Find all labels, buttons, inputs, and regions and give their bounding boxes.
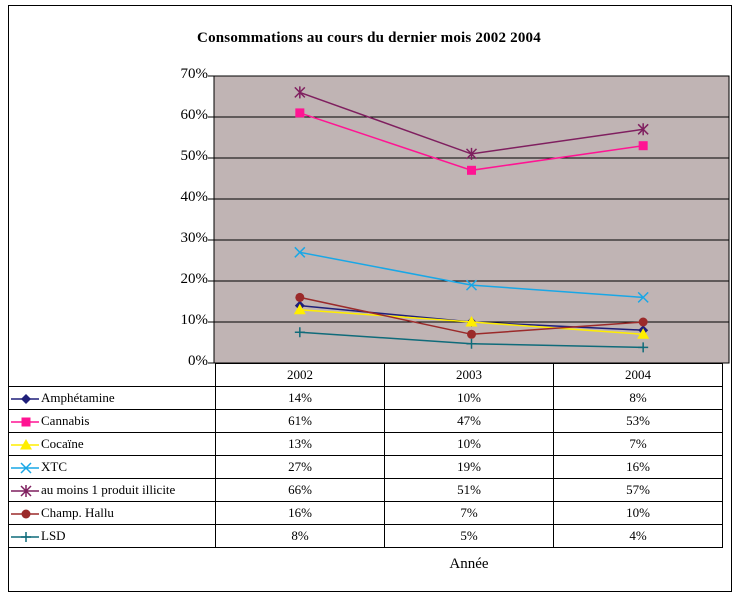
point-marker — [638, 342, 649, 353]
y-tick-label: 10% — [180, 312, 209, 328]
data-label: 10% — [384, 386, 554, 410]
legend-key — [11, 485, 39, 498]
point-marker — [638, 317, 648, 327]
y-tick-label: 50% — [180, 148, 209, 164]
data-label: 8% — [215, 524, 385, 548]
legend-label: au moins 1 produit illicite — [41, 482, 176, 497]
point-marker — [20, 485, 32, 498]
legend-label: Amphétamine — [41, 390, 115, 405]
legend-key — [11, 462, 39, 474]
data-label: 51% — [384, 478, 554, 502]
series-coca-ne — [293, 303, 650, 339]
point-marker — [465, 147, 478, 160]
table-row: Champ. Hallu 16% 7% 10% — [8, 501, 723, 525]
point-marker — [21, 509, 31, 519]
table-header-row: 2002 2003 2004 — [8, 363, 723, 387]
series-champ-hallu — [295, 292, 648, 339]
table-corner — [8, 363, 216, 387]
x-tick-label: 2002 — [215, 363, 385, 387]
point-marker — [20, 462, 32, 474]
x-tick-label: 2004 — [553, 363, 723, 387]
y-tick-label: 70% — [180, 66, 209, 82]
data-label: 14% — [215, 386, 385, 410]
y-tick-label: 40% — [180, 189, 209, 205]
legend-entry: XTC — [8, 455, 216, 479]
series-lsd — [294, 327, 649, 353]
chart-title: Consommations au cours du dernier mois 2… — [197, 30, 541, 46]
data-label: 16% — [553, 455, 723, 479]
legend-label: XTC — [41, 459, 67, 474]
series-au-moins-1-produit-illicite — [294, 86, 649, 160]
x-tick-label: 2003 — [384, 363, 554, 387]
table-row: LSD 8% 5% 4% — [8, 524, 723, 548]
table-row: Cocaïne 13% 10% 7% — [8, 432, 723, 456]
data-table: 2002 2003 2004 Amphétamine 14% 10% 8% Cannabis 6… — [8, 363, 723, 548]
point-marker — [21, 532, 31, 543]
legend-label: Cannabis — [41, 413, 90, 428]
data-label: 10% — [384, 432, 554, 456]
point-marker — [295, 108, 305, 118]
point-marker — [638, 141, 648, 151]
legend-entry: au moins 1 produit illicite — [8, 478, 216, 502]
point-marker — [637, 291, 649, 303]
point-marker — [465, 279, 478, 291]
legend-key — [11, 417, 39, 427]
point-marker — [467, 165, 476, 175]
y-tick-label: 60% — [180, 107, 209, 123]
data-label: 61% — [215, 409, 385, 433]
point-marker — [465, 316, 478, 327]
series-cannabis — [295, 108, 648, 175]
legend-label: Champ. Hallu — [41, 505, 114, 520]
data-label: 10% — [553, 501, 723, 525]
point-marker — [637, 123, 649, 136]
point-marker — [20, 439, 32, 450]
legend-key — [11, 532, 39, 543]
legend-entry: Cannabis — [8, 409, 216, 433]
data-label: 4% — [553, 524, 723, 548]
legend-key — [11, 394, 39, 405]
data-label: 19% — [384, 455, 554, 479]
legend-label: LSD — [41, 528, 66, 543]
point-marker — [294, 327, 305, 338]
legend-entry: LSD — [8, 524, 216, 548]
y-tick-label: 30% — [180, 230, 209, 246]
data-label: 57% — [553, 478, 723, 502]
x-axis-label: Année — [449, 556, 489, 572]
data-label: 53% — [553, 409, 723, 433]
data-label: 27% — [215, 455, 385, 479]
table-row: Cannabis 61% 47% 53% — [8, 409, 723, 433]
data-label: 47% — [384, 409, 554, 433]
data-label: 13% — [215, 432, 385, 456]
legend-label: Cocaïne — [41, 436, 84, 451]
point-marker — [294, 86, 306, 99]
legend-entry: Champ. Hallu — [8, 501, 216, 525]
point-marker — [21, 417, 31, 427]
data-label: 66% — [215, 478, 385, 502]
legend-entry: Amphétamine — [8, 386, 216, 410]
table-row: au moins 1 produit illicite 66% 51% 57% — [8, 478, 723, 502]
data-label: 7% — [384, 501, 554, 525]
table-row: XTC 27% 19% 16% — [8, 455, 723, 479]
x-axis-title: Année — [8, 556, 730, 573]
chart-frame — [8, 5, 732, 592]
legend-key — [11, 439, 39, 450]
legend-key — [11, 509, 39, 519]
point-marker — [294, 246, 306, 258]
point-marker — [637, 328, 650, 339]
y-tick-label: 20% — [180, 271, 209, 287]
table-row: Amphétamine 14% 10% 8% — [8, 386, 723, 410]
data-label: 16% — [215, 501, 385, 525]
point-marker — [293, 303, 306, 315]
data-label: 5% — [384, 524, 554, 548]
point-marker — [295, 292, 305, 302]
data-label: 7% — [553, 432, 723, 456]
data-label: 8% — [553, 386, 723, 410]
point-marker — [466, 338, 477, 349]
series-xtc — [294, 246, 649, 303]
legend-entry: Cocaïne — [8, 432, 216, 456]
point-marker — [467, 329, 476, 339]
point-marker — [21, 394, 31, 405]
